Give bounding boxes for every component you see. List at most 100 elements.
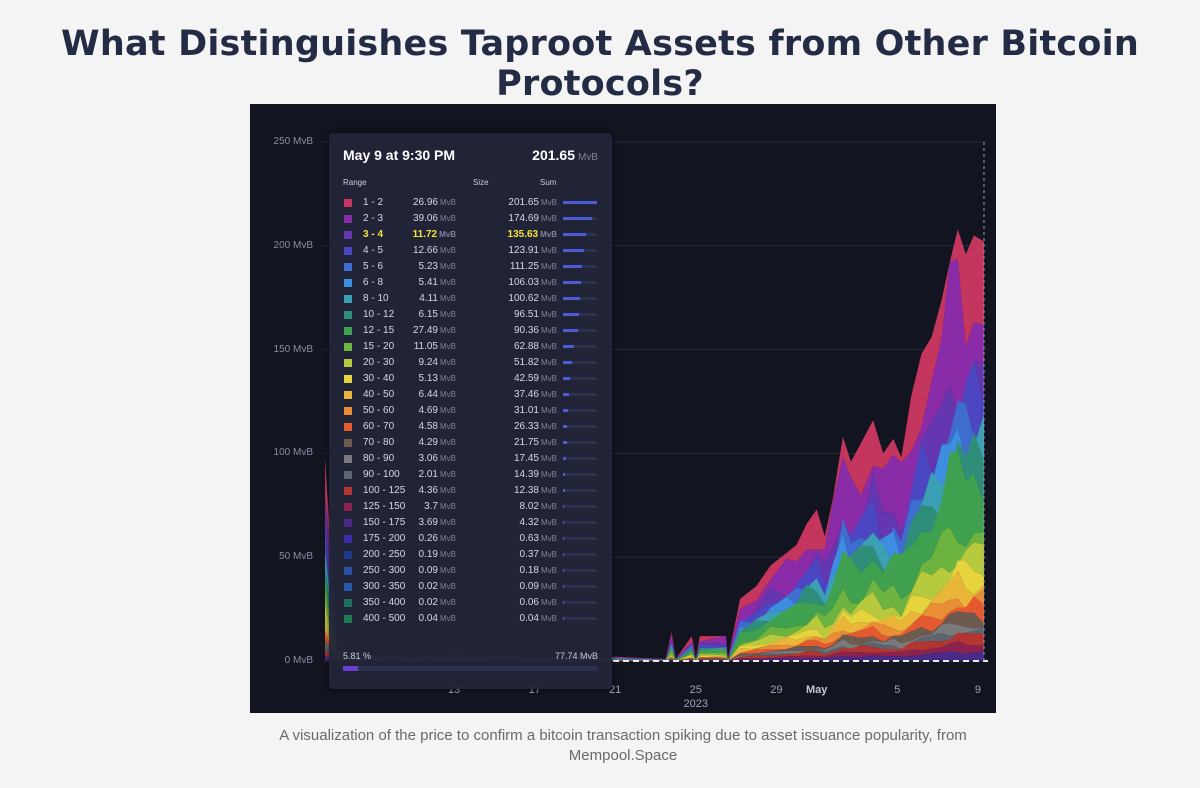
- row-bar-fill: [563, 521, 564, 524]
- row-bar: [563, 505, 597, 508]
- row-range: 30 - 40: [363, 373, 395, 384]
- tooltip-row: 6 - 8 5.41 MvB 106.03 MvB: [329, 276, 612, 292]
- mempool-chart: 0 MvB 50 MvB 100 MvB 150 MvB 200 MvB 250 MvB …: [250, 104, 996, 713]
- color-swatch: [344, 519, 352, 527]
- row-bar: [563, 217, 597, 220]
- row-bar-fill: [563, 553, 564, 556]
- color-swatch: [344, 551, 352, 559]
- tooltip-date: May 9 at 9:30 PM: [343, 147, 456, 163]
- row-bar-fill: [563, 329, 579, 332]
- row-bar-fill: [563, 425, 568, 428]
- row-range: 70 - 80: [363, 437, 395, 448]
- tooltip-row: 90 - 100 2.01 MvB 14.39 MvB: [329, 468, 612, 484]
- color-swatch: [344, 455, 352, 463]
- row-bar: [563, 297, 597, 300]
- row-bar-fill: [563, 505, 565, 508]
- x-tick-label: 25: [689, 684, 702, 696]
- row-range: 10 - 12: [363, 309, 395, 320]
- row-range: 12 - 15: [363, 325, 395, 336]
- row-bar: [563, 553, 597, 556]
- series-area-10-12: [325, 432, 984, 661]
- tooltip-row: 150 - 175 3.69 MvB 4.32 MvB: [329, 516, 612, 532]
- row-sum: 4.32 MvB: [519, 517, 557, 528]
- color-swatch: [344, 535, 352, 543]
- row-bar-fill: [563, 249, 584, 252]
- row-size: 12.66 MvB: [412, 245, 456, 256]
- row-range: 5 - 6: [363, 261, 384, 272]
- row-bar-fill: [563, 473, 566, 476]
- color-swatch: [344, 375, 352, 383]
- series-area-175-200: [325, 659, 984, 661]
- tooltip-row: 200 - 250 0.19 MvB 0.37 MvB: [329, 548, 612, 564]
- row-size: 6.15 MvB: [418, 309, 456, 320]
- row-bar-fill: [563, 217, 593, 220]
- row-size: 5.13 MvB: [418, 373, 456, 384]
- row-bar: [563, 329, 597, 332]
- row-size: 0.02 MvB: [418, 581, 456, 592]
- color-swatch: [344, 359, 352, 367]
- row-range: 4 - 5: [363, 245, 384, 256]
- series-area-60-70: [325, 595, 984, 661]
- row-size: 4.11 MvB: [419, 293, 456, 304]
- row-range: 100 - 125: [363, 485, 406, 496]
- color-swatch: [344, 471, 352, 479]
- color-swatch: [344, 215, 352, 223]
- row-size: 11.72 MvB: [412, 229, 456, 240]
- row-range: 60 - 70: [363, 421, 395, 432]
- row-bar: [563, 249, 597, 252]
- row-size: 4.58 MvB: [418, 421, 456, 432]
- tooltip-row: 15 - 20 11.05 MvB 62.88 MvB: [329, 340, 612, 356]
- row-sum: 90.36 MvB: [513, 325, 557, 336]
- tooltip-row: 80 - 90 3.06 MvB 17.45 MvB: [329, 452, 612, 468]
- row-sum: 96.51 MvB: [513, 309, 557, 320]
- row-range: 15 - 20: [363, 341, 395, 352]
- series-area-30-40: [325, 560, 984, 661]
- row-size: 2.01 MvB: [418, 469, 456, 480]
- color-swatch: [344, 407, 352, 415]
- tooltip-total: 201.65 MvB: [532, 147, 598, 163]
- row-bar: [563, 393, 597, 396]
- row-bar-fill: [563, 537, 564, 540]
- color-swatch: [344, 247, 352, 255]
- row-bar: [563, 617, 597, 620]
- row-range: 90 - 100: [363, 469, 400, 480]
- color-swatch: [344, 231, 352, 239]
- x-tick-label: 5: [894, 684, 901, 696]
- tooltip-row: 300 - 350 0.02 MvB 0.09 MvB: [329, 580, 612, 596]
- row-size: 0.04 MvB: [418, 613, 456, 624]
- row-sum: 0.18 MvB: [519, 565, 557, 576]
- tooltip-progress-fill: [343, 666, 358, 671]
- row-sum: 0.09 MvB: [519, 581, 557, 592]
- row-range: 6 - 8: [363, 277, 384, 288]
- row-size: 4.36 MvB: [418, 485, 456, 496]
- row-sum: 14.39 MvB: [513, 469, 557, 480]
- row-range: 20 - 30: [363, 357, 395, 368]
- figure-caption: A visualization of the price to confirm …: [279, 727, 967, 764]
- row-bar-fill: [563, 393, 570, 396]
- tooltip-row: 10 - 12 6.15 MvB 96.51 MvB: [329, 308, 612, 324]
- row-sum: 8.02 MvB: [519, 501, 557, 512]
- row-size: 0.09 MvB: [418, 565, 456, 576]
- tooltip-row: 30 - 40 5.13 MvB 42.59 MvB: [329, 372, 612, 388]
- tooltip-row: 3 - 4 11.72 MvB 135.63 MvB: [329, 228, 612, 244]
- tooltip-row: 40 - 50 6.44 MvB 37.46 MvB: [329, 388, 612, 404]
- series-area-150-175: [325, 651, 984, 661]
- row-bar: [563, 265, 597, 268]
- tooltip-row: 8 - 10 4.11 MvB 100.62 MvB: [329, 292, 612, 308]
- row-bar-fill: [563, 377, 571, 380]
- row-bar-fill: [563, 489, 566, 492]
- row-size: 11.05 MvB: [413, 341, 456, 352]
- row-sum: 174.69 MvB: [508, 213, 557, 224]
- row-bar: [563, 489, 597, 492]
- row-bar: [563, 201, 597, 204]
- row-range: 2 - 3: [363, 213, 384, 224]
- row-sum: 0.63 MvB: [519, 533, 557, 544]
- row-bar: [563, 377, 597, 380]
- row-range: 1 - 2: [363, 197, 384, 208]
- series-area-70-80: [325, 611, 984, 661]
- row-size: 0.26 MvB: [418, 533, 456, 544]
- row-bar-fill: [563, 617, 564, 620]
- row-bar-fill: [563, 233, 586, 236]
- row-sum: 37.46 MvB: [513, 389, 557, 400]
- row-size: 5.23 MvB: [418, 261, 456, 272]
